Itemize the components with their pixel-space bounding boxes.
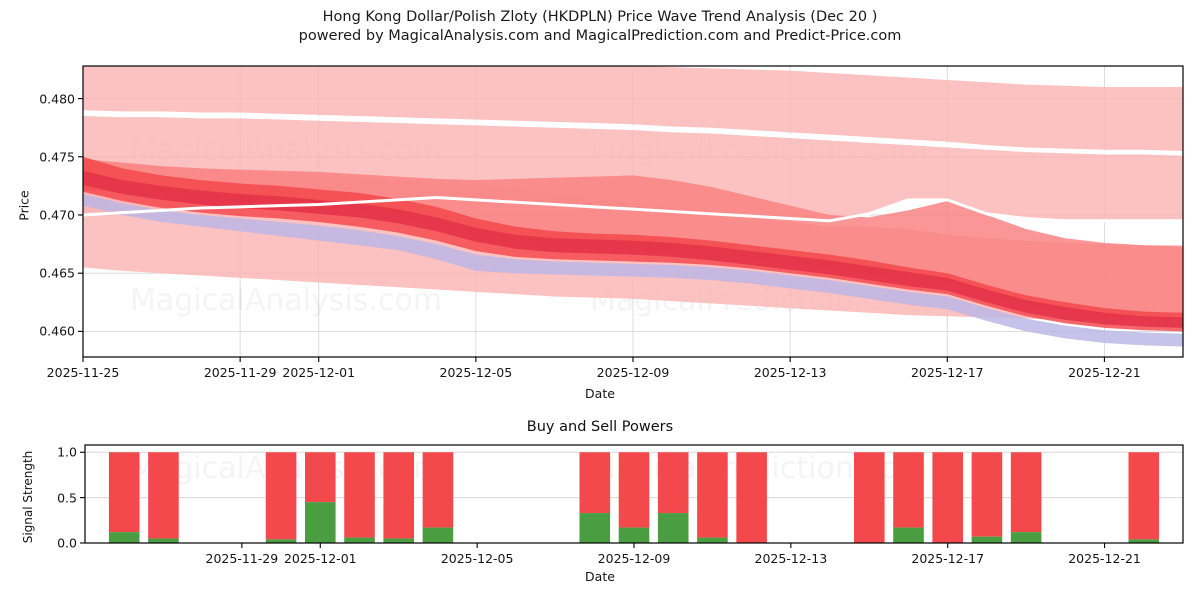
title-line-2: powered by MagicalAnalysis.com and Magic…	[298, 28, 902, 44]
signal-axis-ticks	[80, 451, 1106, 548]
signal-x-tick: 2025-12-17	[911, 551, 985, 566]
price-trend-lines	[83, 111, 1183, 223]
price-y-tick: 0.475	[39, 149, 75, 165]
signal-y-tick: 0.5	[57, 490, 77, 506]
price-x-tick: 2025-12-01	[282, 365, 356, 380]
svg-text:MagicalAnalysis.com: MagicalAnalysis.com	[130, 283, 442, 318]
price-y-tick: 0.465	[39, 265, 75, 281]
signal-x-axis-label: Date	[585, 569, 615, 584]
price-x-tick: 2025-12-17	[910, 365, 984, 380]
price-y-tick: 0.470	[39, 207, 75, 223]
signal-x-tick: 2025-12-01	[283, 551, 357, 566]
price-x-axis-label: Date	[585, 386, 615, 401]
price-x-tick: 2025-11-29	[203, 365, 277, 380]
page-title: Hong Kong Dollar/Polish Zloty (HKDPLN) P…	[0, 8, 1200, 46]
price-x-tick: 2025-11-25	[46, 365, 120, 380]
signal-y-tick: 1.0	[57, 444, 77, 460]
price-x-tick: 2025-12-13	[753, 365, 827, 380]
price-x-tick: 2025-12-21	[1068, 365, 1141, 380]
signal-x-tick: 2025-12-05	[440, 551, 514, 566]
signal-x-tick: 2025-12-09	[597, 551, 671, 566]
price-y-tick: 0.480	[39, 91, 75, 107]
price-y-tick: 0.460	[39, 323, 75, 339]
price-axis-ticks	[78, 98, 1105, 362]
signal-chart-group: MagicalAnalysis.comMagicalPrediction.com	[80, 444, 1184, 548]
title-line-1: Hong Kong Dollar/Polish Zloty (HKDPLN) P…	[322, 9, 878, 25]
signal-x-tick: 2025-11-29	[205, 551, 279, 566]
signal-bars	[108, 452, 1160, 543]
signal-y-tick: 0.0	[57, 535, 77, 551]
buy-sell-chart-title: Buy and Sell Powers	[526, 419, 674, 435]
signal-x-tick: 2025-12-21	[1068, 551, 1141, 566]
price-chart-group: MagicalAnalysis.comMagicalPrediction.com…	[78, 65, 1184, 362]
signal-x-tick: 2025-12-13	[754, 551, 828, 566]
price-x-tick: 2025-12-05	[439, 365, 513, 380]
price-x-tick: 2025-12-09	[596, 365, 670, 380]
